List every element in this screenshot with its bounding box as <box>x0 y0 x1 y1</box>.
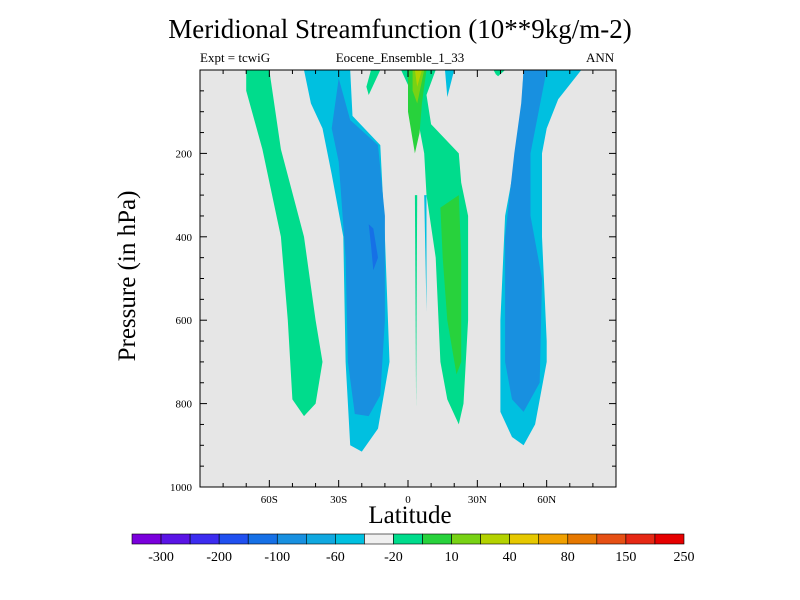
colorbar-label: -60 <box>326 550 345 565</box>
contour-region-eq-green-sliver <box>414 195 418 408</box>
colorbar-swatch <box>480 533 510 545</box>
contour-region-eq-blue-fleck <box>424 195 427 312</box>
colorbar-swatch <box>364 533 394 545</box>
colorbar-label: -20 <box>384 550 403 565</box>
y-tick-label: 600 <box>176 315 193 327</box>
contour-fills <box>246 70 582 452</box>
colorbar-swatch <box>306 533 336 545</box>
colorbar-label: 250 <box>674 550 695 565</box>
colorbar-swatch <box>451 533 481 545</box>
y-tick-label: 200 <box>176 148 193 160</box>
colorbar-swatch <box>654 533 685 545</box>
contour-region-sh-negative-core <box>331 78 385 417</box>
colorbar-swatch <box>160 533 191 545</box>
colorbar-swatch <box>218 533 249 545</box>
colorbar-swatch <box>247 533 278 545</box>
contour-region-nh-upper-blue-tongue <box>445 70 455 98</box>
x-tick-label: 60S <box>261 494 278 506</box>
colorbar-label: 40 <box>503 550 517 565</box>
x-tick-label: 30N <box>468 494 487 506</box>
y-tick-label: 800 <box>176 399 193 411</box>
colorbar-swatch <box>276 533 307 545</box>
colorbar-label: -100 <box>264 550 290 565</box>
colorbar-swatch <box>335 533 365 545</box>
colorbar-swatch <box>567 533 598 545</box>
contour-region-eq-positive-core <box>414 70 422 87</box>
colorbar-swatch <box>131 533 162 545</box>
ensemble-label: Eocene_Ensemble_1_33 <box>335 50 465 65</box>
colorbar-label: 80 <box>561 550 575 565</box>
contour-region-nh-upper-positive <box>493 70 506 77</box>
colorbar-label: 150 <box>615 550 636 565</box>
colorbar-swatch <box>189 533 220 545</box>
contour-region-sh-inner-green-tongue <box>366 70 381 95</box>
y-tick-label: 400 <box>176 232 193 244</box>
contour-region-eq-positive-strong <box>412 70 425 104</box>
contour-region-nh-negative-core <box>505 70 547 412</box>
chart-title: Meridional Streamfunction (10**9kg/m-2) <box>168 14 632 44</box>
colorbar-swatch <box>422 533 452 545</box>
season-label: ANN <box>586 50 615 65</box>
contour-region-sh-outer-positive <box>246 70 323 417</box>
x-tick-label: 30S <box>330 494 347 506</box>
colorbar-swatch <box>509 533 540 545</box>
colorbar-label: 10 <box>445 550 459 565</box>
colorbar-swatch <box>596 533 627 545</box>
colorbar-swatch <box>538 533 569 545</box>
colorbar-swatch <box>393 533 423 545</box>
contour-region-sh-negative-inner <box>368 224 378 271</box>
colorbar-swatch <box>625 533 656 545</box>
x-axis-label: Latitude <box>368 502 452 529</box>
x-tick-label: 60N <box>537 494 556 506</box>
x-tick-label: 0 <box>405 494 411 506</box>
colorbar-label: -200 <box>206 550 232 565</box>
colorbar-label: -300 <box>148 550 174 565</box>
experiment-label: Expt = tcwiG <box>200 50 271 65</box>
contour-region-nh-positive-medium <box>440 195 462 375</box>
y-tick-label: 1000 <box>170 482 193 494</box>
